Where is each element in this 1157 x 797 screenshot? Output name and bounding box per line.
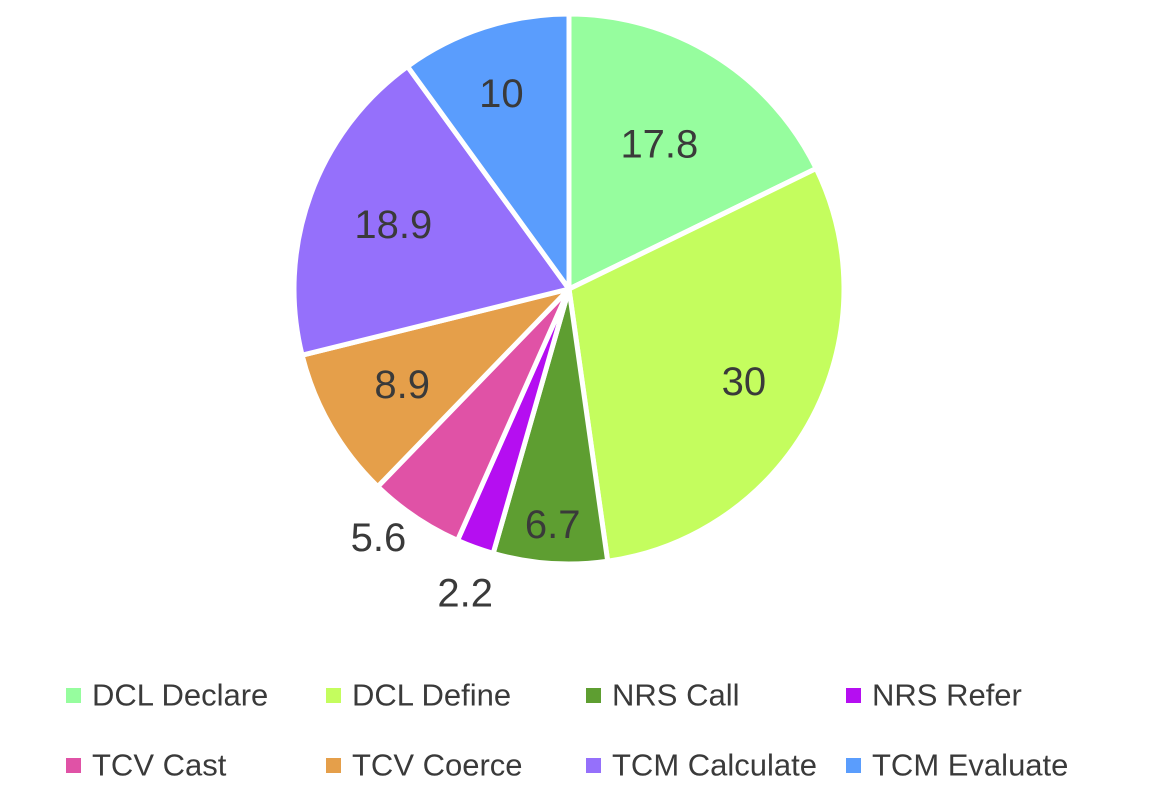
slice-tcv-coerce (299, 286, 572, 490)
data-label-tcv-cast: 5.6 (351, 516, 407, 560)
legend-label: TCV Coerce (352, 748, 523, 783)
legend-label: TCM Calculate (612, 748, 817, 783)
legend-swatch (846, 758, 861, 773)
pie-slices (291, 11, 847, 567)
legend-label: NRS Call (612, 678, 739, 713)
legend-label: TCV Cast (92, 748, 227, 783)
legend-item-tcv-coerce: TCV Coerce (326, 748, 523, 783)
data-label-nrs-refer: 2.2 (437, 572, 493, 616)
legend-swatch (846, 688, 861, 703)
slice-dcl-define (566, 166, 847, 564)
legend-item-dcl-define: DCL Define (326, 678, 511, 713)
legend-item-nrs-call: NRS Call (586, 678, 739, 713)
legend-swatch (586, 758, 601, 773)
data-label-dcl-define: 30 (722, 360, 767, 404)
legend-label: DCL Declare (92, 678, 268, 713)
legend-swatch (586, 688, 601, 703)
legend-item-tcm-calculate: TCM Calculate (586, 748, 817, 783)
legend-item-nrs-refer: NRS Refer (846, 678, 1022, 713)
legend-label: TCM Evaluate (872, 748, 1068, 783)
legend-label: NRS Refer (872, 678, 1022, 713)
data-label-tcv-coerce: 8.9 (374, 363, 430, 407)
legend-swatch (66, 688, 81, 703)
legend-item-tcv-cast: TCV Cast (66, 748, 227, 783)
legend-swatch (66, 758, 81, 773)
legend-label: DCL Define (352, 678, 511, 713)
slice-dcl-declare (566, 11, 819, 292)
slice-tcm-evaluate (404, 11, 572, 292)
data-labels: 17.8 30 6.7 2.2 5.6 8.9 18.9 10 (351, 72, 766, 615)
legend-item-tcm-evaluate: TCM Evaluate (846, 748, 1068, 783)
slice-tcm-calculate (291, 63, 572, 358)
data-label-dcl-declare: 17.8 (620, 122, 698, 166)
data-label-tcm-calculate: 18.9 (354, 203, 432, 247)
legend-swatch (326, 688, 341, 703)
legend-item-dcl-declare: DCL Declare (66, 678, 268, 713)
legend: DCL Declare DCL Define NRS Call NRS Refer TC… (66, 678, 1068, 783)
data-label-tcm-evaluate: 10 (479, 72, 524, 116)
legend-swatch (326, 758, 341, 773)
data-label-nrs-call: 6.7 (525, 503, 581, 547)
